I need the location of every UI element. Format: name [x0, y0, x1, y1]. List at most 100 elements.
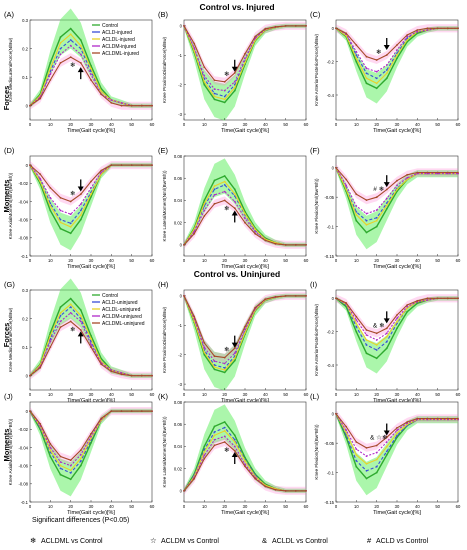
data-point-acldml — [416, 417, 419, 420]
panel-letter: (D) — [4, 146, 15, 155]
x-tick-label: 20 — [68, 122, 73, 127]
data-point-acldm — [90, 343, 92, 346]
data-point-acldm — [223, 190, 226, 193]
data-point-acldml — [274, 295, 277, 298]
legend-label-acldl: ACLDL-injured — [102, 37, 135, 43]
x-tick-label: 20 — [222, 122, 227, 127]
data-point-acldml — [284, 295, 287, 297]
y-axis-label: Knee LateralMoment(Nm/(Bw*Bh)) — [162, 416, 167, 487]
panel-letter: (A) — [4, 10, 15, 19]
data-point-acldml — [355, 315, 358, 318]
data-point-acldml — [213, 355, 216, 358]
data-point-acldl — [385, 72, 388, 75]
data-point-acldml — [294, 244, 297, 246]
data-point-acldml — [426, 297, 429, 300]
footer-legend: Significant differences (P<0.05) ❄ ACLDM… — [30, 517, 429, 545]
data-point-acldm — [79, 203, 82, 206]
x-tick-label: 60 — [304, 392, 309, 397]
x-tick-label: 10 — [48, 392, 53, 397]
data-point-acld — [223, 426, 226, 429]
data-point-control — [345, 305, 348, 308]
panel-letter: (I) — [310, 280, 318, 289]
data-point-acldml — [110, 102, 113, 104]
data-point-acldl — [213, 366, 216, 368]
data-point-acldml — [151, 410, 153, 412]
data-point-acldm — [416, 30, 419, 33]
data-point-control — [90, 334, 92, 337]
control-sd-band — [336, 411, 458, 496]
data-point-acldm — [79, 320, 82, 323]
data-point-control — [416, 32, 419, 35]
y-tick-label: -0.06 — [18, 463, 28, 468]
data-point-acldl — [223, 430, 226, 432]
data-point-acldl — [69, 226, 72, 228]
injured-sd-band — [30, 53, 152, 110]
panel-letter: (B) — [158, 10, 169, 19]
data-point-acldml — [110, 370, 113, 373]
y-tick-label: -0.1 — [327, 224, 335, 229]
x-tick-label: 0 — [183, 504, 186, 509]
y-tick-label: 0.02 — [174, 466, 183, 471]
data-point-acldm — [345, 184, 348, 187]
row-label-forces-uninjured: Forces — [2, 323, 11, 348]
x-tick-label: 40 — [415, 504, 420, 509]
section-title-uninjured: Control vs. Uninjured — [194, 269, 280, 279]
data-point-acldml — [100, 363, 103, 366]
data-point-acldm — [244, 328, 246, 331]
data-point-acld — [385, 450, 388, 453]
data-point-acldml — [79, 193, 82, 196]
y-tick-label: 0.04 — [174, 198, 183, 203]
data-point-acldm — [203, 346, 206, 349]
x-tick-label: 50 — [435, 392, 440, 397]
data-point-acldl — [233, 441, 236, 443]
y-tick-label: 0 — [26, 409, 29, 414]
y-tick-label: -1 — [178, 53, 182, 58]
data-point-acldml — [193, 232, 196, 235]
data-point-acld — [213, 431, 216, 433]
x-tick-label: 20 — [374, 504, 379, 509]
data-point-acldm — [355, 319, 358, 321]
chart-panel-j: (J)0-0.02-0.04-0.06-0.08-0.10 10 20 30 40 50 6… — [4, 392, 155, 516]
data-point-acldml — [446, 417, 449, 420]
data-point-acld — [79, 47, 82, 50]
x-tick-label: 10 — [202, 392, 207, 397]
data-point-control — [385, 347, 388, 350]
x-tick-label: 30 — [243, 122, 248, 127]
data-point-acldml — [244, 325, 246, 328]
data-point-control — [223, 371, 226, 374]
data-point-acldml — [193, 477, 196, 480]
data-point-acldml — [375, 196, 378, 199]
data-point-acldml — [365, 199, 368, 202]
y-axis-label: Knee Flexion(Nm/(Bw*Bh)) — [314, 424, 319, 480]
data-point-control — [59, 36, 62, 38]
data-point-control — [355, 465, 358, 468]
data-point-acldml — [457, 417, 459, 420]
data-point-acldm — [406, 176, 409, 179]
data-point-acldm — [49, 446, 52, 449]
y-tick-label: -0.2 — [327, 329, 335, 334]
x-tick-label: 40 — [415, 122, 420, 127]
data-point-acldm — [213, 88, 216, 90]
data-point-acldml — [49, 79, 52, 81]
data-point-control — [223, 101, 226, 104]
data-point-acldml — [375, 444, 378, 447]
panel-grid: (A) 0 0.1 0.2 0.3 0 10 20 30 40 50 60 Time(Gait cycl… — [4, 8, 461, 516]
data-point-acldl — [365, 339, 368, 341]
data-point-acldml — [223, 199, 226, 202]
legend-label-acldm: ACLDM-injured — [102, 44, 136, 50]
data-point-acldl — [375, 344, 378, 346]
data-point-acldml — [151, 374, 153, 377]
panel-letter: (H) — [158, 280, 169, 289]
data-point-acldml — [69, 56, 72, 58]
y-tick-label: -0.1 — [327, 470, 335, 475]
data-point-acldml — [244, 465, 246, 468]
data-point-acld — [385, 340, 388, 343]
data-point-acldm — [39, 177, 42, 180]
y-tick-label: -0.08 — [18, 236, 28, 241]
data-point-control — [59, 473, 62, 476]
data-point-acldml — [120, 410, 123, 412]
x-tick-label: 40 — [415, 392, 420, 397]
data-point-acldml — [90, 432, 92, 435]
data-point-acldml — [436, 297, 439, 300]
data-point-control — [233, 359, 236, 362]
